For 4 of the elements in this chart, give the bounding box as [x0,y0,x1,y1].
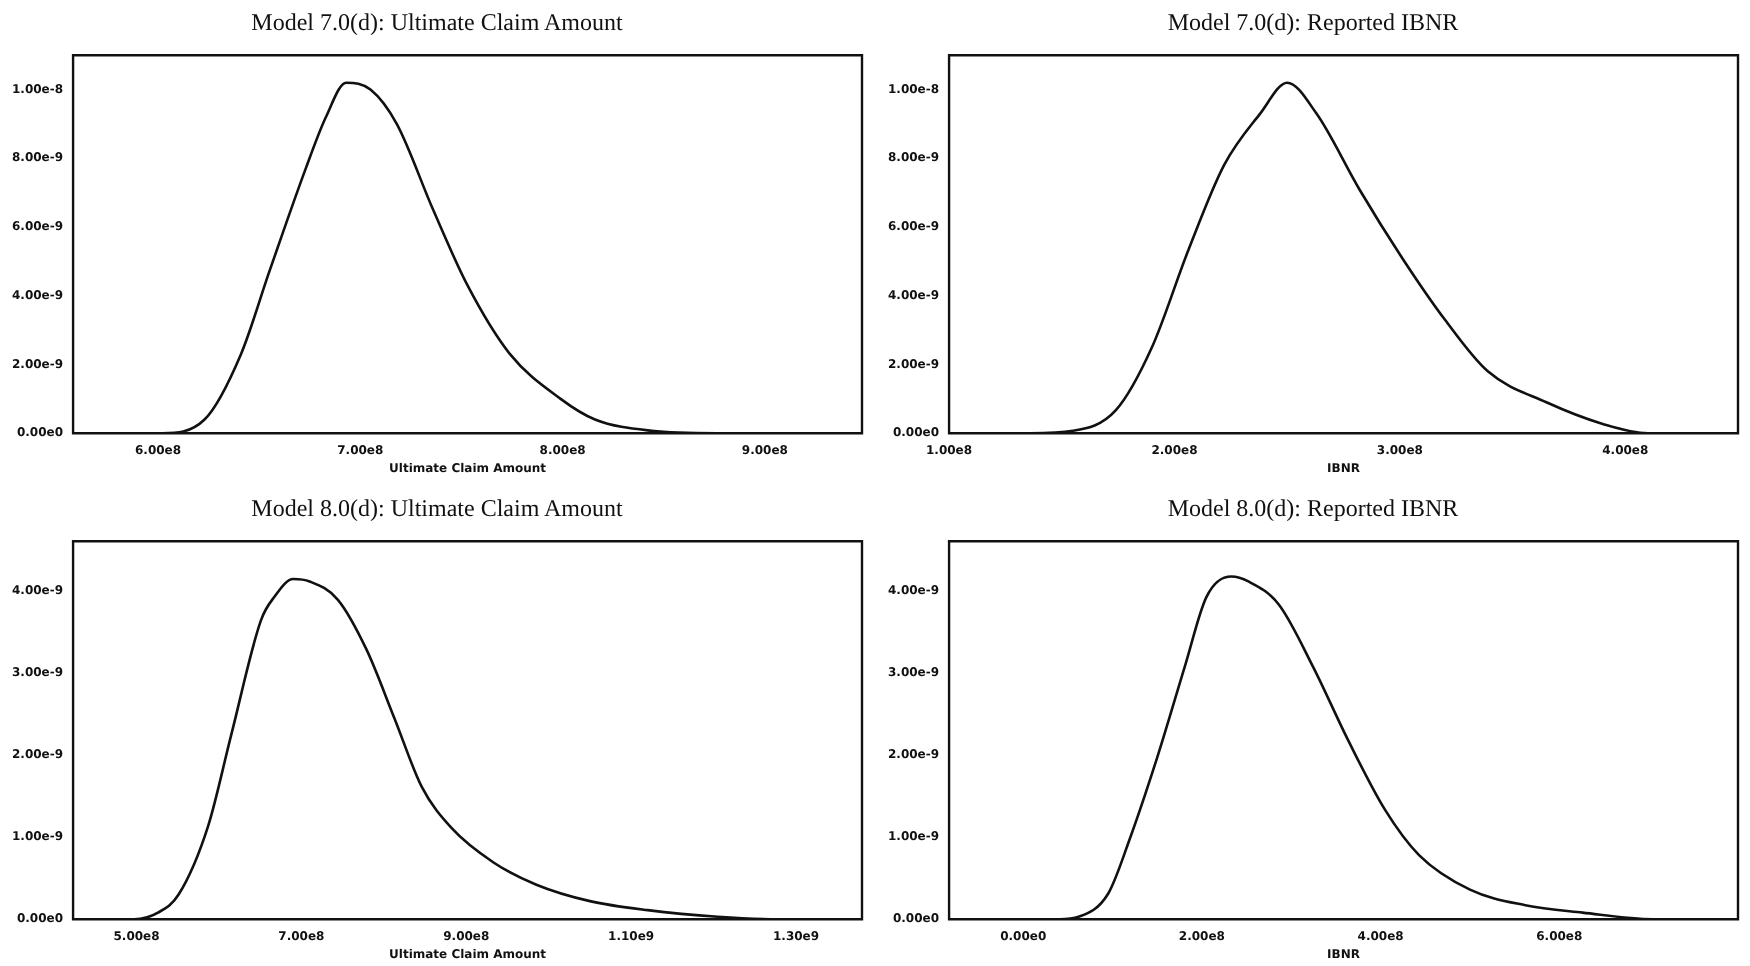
chart-title: Model 8.0(d): Reported IBNR [1165,494,1461,524]
chart-title: Model 8.0(d): Ultimate Claim Amount [249,494,625,524]
chart-title: Model 7.0(d): Reported IBNR [1165,8,1461,38]
chart-title: Model 7.0(d): Ultimate Claim Amount [249,8,625,38]
